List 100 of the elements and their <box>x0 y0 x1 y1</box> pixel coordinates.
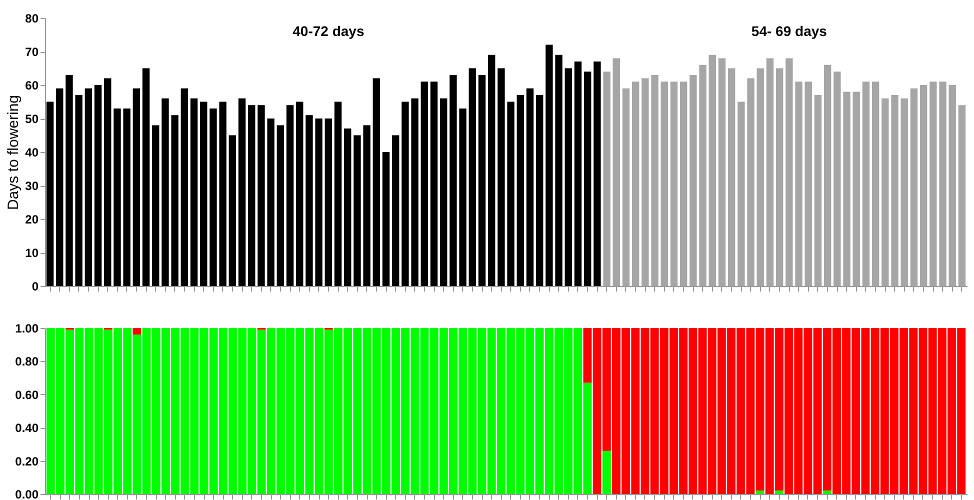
bar <box>440 98 448 286</box>
bar <box>612 58 620 286</box>
bar <box>910 88 918 286</box>
bar <box>756 490 764 494</box>
bar <box>795 82 802 286</box>
bar <box>680 82 688 286</box>
bar <box>372 78 380 286</box>
y-tick-label: 60 <box>25 78 39 92</box>
bar <box>200 102 208 286</box>
bar <box>392 135 400 286</box>
bar <box>642 78 649 286</box>
bar <box>180 88 188 286</box>
bar <box>958 105 966 286</box>
bar <box>930 82 937 286</box>
bar <box>948 85 956 286</box>
bar <box>315 118 322 286</box>
bar <box>468 68 476 286</box>
bar <box>632 82 640 286</box>
bar <box>603 72 610 286</box>
bar <box>306 115 313 286</box>
bar <box>296 102 304 286</box>
bar <box>526 88 534 286</box>
bar <box>46 102 54 286</box>
bar <box>843 92 850 286</box>
bar <box>564 68 572 286</box>
bar <box>488 54 496 286</box>
bar <box>834 72 841 286</box>
bar <box>190 98 198 286</box>
bar <box>420 82 428 286</box>
y-tick-label: 80 <box>25 12 39 26</box>
bar <box>344 128 352 286</box>
bar <box>804 82 812 286</box>
bar <box>738 102 745 286</box>
bar <box>774 490 784 494</box>
bar <box>248 105 256 286</box>
bar <box>862 82 870 286</box>
y-tick-label: 70 <box>25 45 39 59</box>
bar <box>622 88 630 286</box>
bar <box>699 64 706 286</box>
bar <box>228 135 236 286</box>
y-tick-label: 50 <box>25 112 39 126</box>
bar <box>324 118 332 286</box>
bar <box>219 102 226 286</box>
y-tick-label: 10 <box>25 246 39 260</box>
bar <box>776 68 784 286</box>
bar <box>114 108 121 286</box>
bar <box>478 74 486 286</box>
y-tick-label: 0.20 <box>15 454 39 468</box>
bar <box>660 82 668 286</box>
bar <box>498 68 505 286</box>
bar <box>747 78 754 286</box>
bar <box>546 44 553 286</box>
bar <box>132 88 140 286</box>
bar <box>334 102 342 286</box>
bar <box>411 98 418 286</box>
y-tick-label: 0 <box>32 280 39 294</box>
bar <box>267 118 274 286</box>
bar <box>104 78 112 286</box>
bar <box>142 68 150 286</box>
y-tick-label: 0.40 <box>15 421 39 436</box>
y-tick-label: 40 <box>25 146 39 160</box>
bar <box>382 152 390 286</box>
bar <box>718 58 726 286</box>
annotation: 54- 69 days <box>751 23 828 39</box>
bar <box>536 95 544 286</box>
y-tick-label: 0.60 <box>15 388 39 402</box>
annotation: 40-72 days <box>292 23 364 39</box>
bar <box>602 450 611 494</box>
y-tick-label: 20 <box>25 212 39 226</box>
bar <box>872 82 880 286</box>
bar <box>286 105 294 286</box>
y-tick-label: 1.00 <box>15 322 39 336</box>
bar <box>56 88 64 286</box>
bar <box>574 62 582 286</box>
bar <box>766 58 774 286</box>
bar <box>516 95 524 286</box>
bar <box>756 68 764 286</box>
bar <box>210 108 217 286</box>
bar <box>670 82 678 286</box>
bar <box>882 98 889 286</box>
bar <box>402 102 409 286</box>
bar <box>900 98 908 286</box>
y-tick-label: 0.00 <box>15 488 39 500</box>
y-tick-label: 0.80 <box>15 354 39 369</box>
bar <box>450 74 457 286</box>
bar <box>920 85 928 286</box>
bar <box>728 68 736 286</box>
bar <box>822 490 832 494</box>
bar <box>132 328 142 335</box>
y-axis-title: Days to flowering <box>5 94 22 210</box>
bar <box>171 115 178 286</box>
bar <box>75 95 82 286</box>
bar <box>430 82 438 286</box>
bar <box>363 125 370 286</box>
bar <box>354 135 361 286</box>
bar <box>276 125 284 286</box>
bar <box>786 58 793 286</box>
bar <box>258 105 265 286</box>
bar <box>152 125 160 286</box>
bar <box>824 64 832 286</box>
